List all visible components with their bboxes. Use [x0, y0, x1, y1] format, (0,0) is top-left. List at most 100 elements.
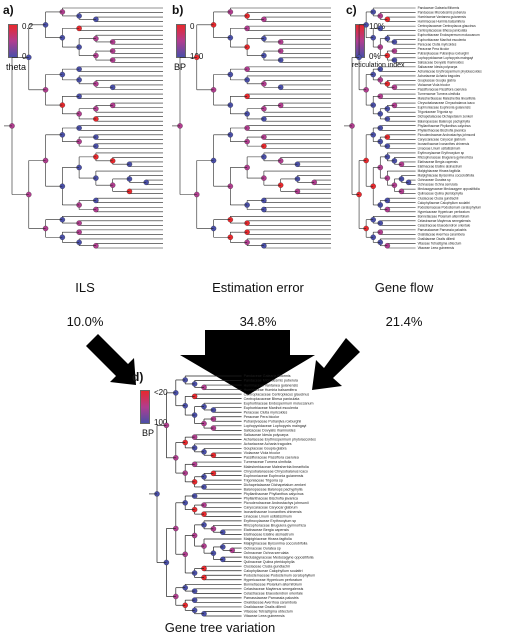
taxon-label: Putranjivaceae Putranjiva roxburghii: [418, 51, 469, 55]
taxon-label: Quiinaceae Quiina pteridophylla: [244, 560, 295, 564]
taxon-label: Parnassiaceae Parnassia palustris: [418, 228, 467, 232]
taxon-label: Achariaceae Acharia tragodes: [418, 74, 461, 78]
panel-c-label: c): [346, 3, 357, 17]
taxon-label: Salicaceae Idesia polycarpa: [418, 65, 458, 69]
taxon-label: Oxalidaceae Averrhoa carambola: [244, 601, 297, 605]
taxon-label: Celastraceae Maytenus senegalensis: [418, 219, 471, 223]
taxon-label: Pandaceae Galearia filiformis: [418, 6, 460, 10]
taxon-label: Euphorbiaceae Endospermum moluccanum: [244, 401, 314, 405]
taxon-label: Phyllanthaceae Phyllanthus calycinus: [244, 492, 304, 496]
taxon-label: Celastraceae Elaeodendron orientale: [244, 592, 303, 596]
taxon-label: Oxalidaceae Averrhoa carambola: [418, 232, 465, 236]
taxon-label: Achariaceae Erythrospermum phytolaccoide…: [244, 438, 317, 442]
taxon-label: Rhizophoraceae Bruguiera gymnorhiza: [418, 156, 474, 160]
taxon-label: Chrysobalanaceae Chrysobalanus icaco: [418, 101, 475, 105]
taxon-label: Elatinaceae Bergia capensis: [244, 528, 290, 532]
taxon-label: Elatinaceae Elatine alsinastrum: [418, 165, 463, 169]
taxon-label: Euphorbiaceae Endospermum moluccanum: [418, 33, 480, 37]
panel-a-caption: ILS: [75, 280, 95, 295]
taxon-label: Celastraceae Elaeodendron orientale: [418, 223, 471, 227]
taxon-label: Balanopaceae Balanops pachyphylla: [244, 487, 303, 491]
taxon-label: Trigoniaceae Trigonia sp: [244, 478, 283, 482]
panel-b-legend-max: 0: [190, 22, 195, 31]
taxon-label: Salicaceae Idesia polycarpa: [244, 433, 289, 437]
taxon-label: Turneraceae Turnera ulmifolia: [244, 460, 292, 464]
taxon-label: Euphroniaceae Euphronia guianensis: [244, 474, 304, 478]
taxon-label: Erythroxylaceae Erythroxylum sp: [244, 519, 297, 523]
taxon-label: Calophyllaceae Calophyllum soulattri: [418, 201, 471, 205]
taxon-label: Peraceae Pera bicolor: [244, 415, 280, 419]
taxon-label: Passifloraceae Passiflora caerulea: [418, 88, 467, 92]
taxon-label: Vitaceae Leea guineensis: [244, 614, 285, 618]
taxon-label: Malpighiaceae Hiraea fagifolia: [244, 537, 292, 541]
taxon-label: Bonnetiaceae Ploiarium alternifolium: [418, 214, 470, 218]
taxon-label: Elatinaceae Elatine alsinastrum: [244, 533, 294, 537]
taxon-label: Centroplacaceae Centroplacus glaucinus: [244, 392, 310, 396]
panel-c-legend-max: 10%: [369, 22, 386, 31]
taxon-label: Ochnaceae Ouratea sp: [244, 546, 281, 550]
taxon-label: Peraceae Clutia myricoides: [244, 410, 288, 414]
panel-d-legend-bar: [140, 390, 150, 424]
taxon-label: Ochnaceae Ouratea sp: [418, 178, 451, 182]
panel-c-caption: Gene flow: [374, 280, 434, 295]
taxon-label: Dichapetalaceae Dichapetalum zenkeri: [418, 115, 474, 119]
arrow-left: [86, 334, 136, 385]
panel-a-tree: [4, 7, 163, 249]
arrow-right: [312, 338, 360, 390]
taxon-label: Balanopaceae Balanops pachyphylla: [418, 119, 471, 123]
taxon-label: Malesherbiaceae Malesherbia linearifolia: [244, 465, 309, 469]
panel-d-legend-title: BP: [142, 428, 155, 438]
taxon-label: Malpighiaceae Hiraea fagifolia: [418, 169, 461, 173]
taxon-label: Lophopyxidaceae Lophopyxis maingayi: [418, 56, 474, 60]
taxon-label: Medusagynaceae Medusagyne oppositifolia: [418, 187, 480, 191]
taxon-label: Linaceae Linum usitatissimum: [244, 515, 292, 519]
taxon-label: Hypericaceae Hypericum perforatum: [418, 210, 470, 214]
taxon-label: Chrysobalanaceae Chrysobalanus icaco: [244, 469, 308, 473]
taxon-label: Phyllanthaceae Bischofia javanica: [418, 128, 466, 132]
taxon-label: Rhizophoraceae Bruguiera gymnorhiza: [244, 524, 306, 528]
taxon-label: Ixonanthaceae Ixonanthes chinensis: [244, 510, 302, 514]
taxon-label: Pandaceae Microdesmis puberula: [418, 11, 466, 15]
arrow-center: [180, 330, 315, 395]
taxon-label: Goupiaceae Goupia glabra: [244, 447, 287, 451]
panel-d-legend-max: <20: [154, 388, 168, 397]
panel-d-label: d): [132, 370, 144, 384]
taxon-label: Violaceae Viola tricolor: [244, 451, 281, 455]
panel-a-percentage: 10.0%: [66, 314, 104, 329]
taxon-label: Centroplacaceae Centroplacus glaucinus: [418, 24, 477, 28]
taxon-label: Hypericaceae Hypericum perforatum: [244, 578, 303, 582]
taxon-label: Caryocaraceae Caryocar glabrum: [418, 137, 466, 141]
panel-b-caption: Estimation error: [212, 280, 304, 295]
panel-d-caption: Gene tree variation: [164, 620, 276, 635]
taxon-label: Malesherbiaceae Malesherbia linearifolia: [418, 97, 476, 101]
taxon-label: Peraceae Pera bicolor: [418, 47, 450, 51]
taxon-label: Caryocaraceae Caryocar glabrum: [244, 506, 298, 510]
panel-c-legend-min: 0%: [369, 52, 381, 61]
taxon-label: Picrodendraceae Androstachys johnsonii: [418, 133, 476, 137]
taxon-label: Euphorbiaceae Manihot esculenta: [244, 406, 298, 410]
taxon-label: Euphorbiaceae Manihot esculenta: [418, 38, 466, 42]
taxon-label: Humiriaceae Humiria balsamifera: [418, 20, 465, 24]
taxon-label: Pandaceae Galearia filiformis: [244, 374, 291, 378]
taxon-label: Violaceae Viola tricolor: [418, 83, 451, 87]
taxon-label: Phyllanthaceae Phyllanthus calycinus: [418, 124, 472, 128]
taxon-label: Oxalidaceae Oxalis dillenii: [418, 237, 455, 241]
taxon-label: Humiriaceae Vantanea guianensis: [244, 383, 299, 387]
panel-b-percentage: 34.8%: [239, 314, 277, 329]
panel-c-percentage: 21.4%: [385, 314, 423, 329]
taxon-label: Quiinaceae Quiina pteridophylla: [418, 192, 463, 196]
taxon-label: Phyllanthaceae Bischofia javanica: [244, 496, 298, 500]
taxon-label: Achariaceae Erythrospermum phytolaccoide…: [418, 69, 483, 73]
taxon-label: Podostemaceae Podostemum ceratophyllum: [418, 205, 482, 209]
taxon-label: Ixonanthaceae Ixonanthes chinensis: [418, 142, 470, 146]
panel-a-label: a): [3, 3, 14, 17]
taxon-label: Parnassiaceae Parnassia palustris: [244, 596, 299, 600]
taxon-label: Elatinaceae Bergia capensis: [418, 160, 459, 164]
taxon-label: Celastraceae Maytenus senegalensis: [244, 587, 304, 591]
taxon-label: Calophyllaceae Calophyllum soulattri: [244, 569, 303, 573]
taxon-label: Erythroxylaceae Erythroxylum sp: [418, 151, 465, 155]
taxon-label: Centroplacaceae Bhesa paniculata: [244, 397, 300, 401]
